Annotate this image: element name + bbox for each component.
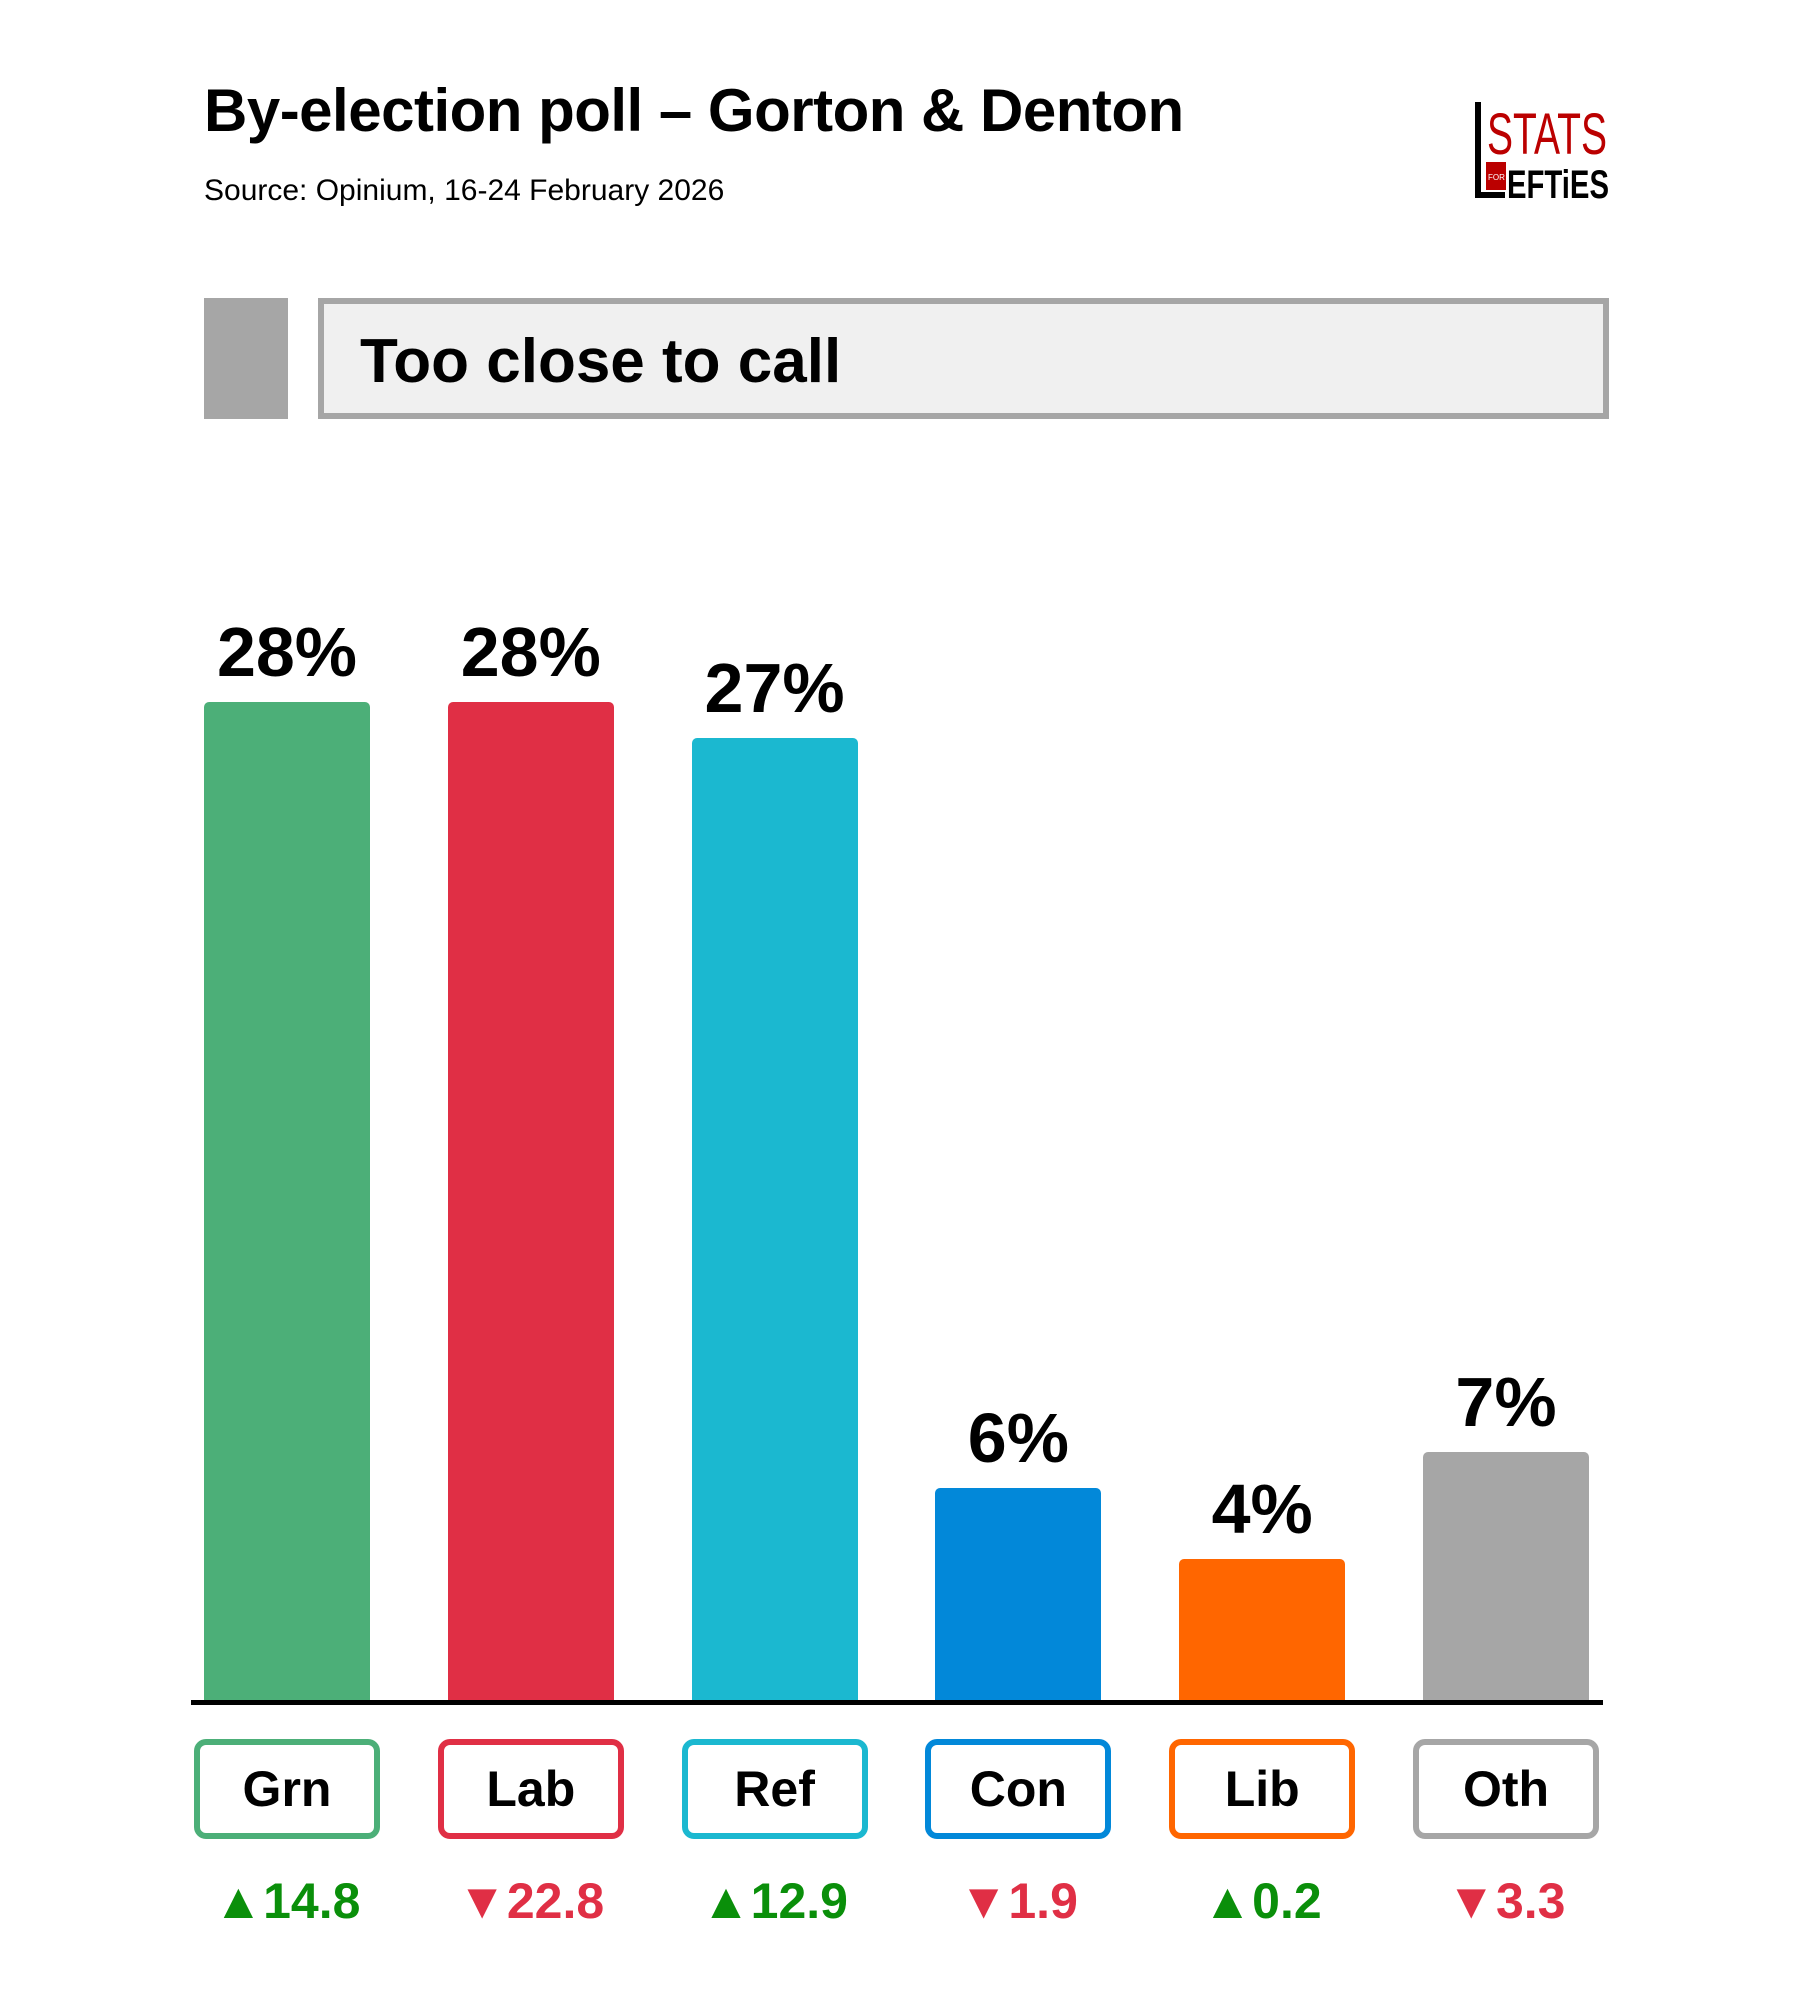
stats-for-lefties-logo: STATS FOR EFTiES — [1475, 102, 1609, 200]
chart-title: By-election poll – Gorton & Denton — [204, 77, 1184, 144]
change-label: ▲14.8 — [213, 1873, 361, 1929]
x-axis-line — [191, 1700, 1603, 1705]
bar-con — [935, 1487, 1102, 1702]
value-label: 28% — [460, 613, 601, 692]
svg-text:STATS: STATS — [1487, 102, 1607, 167]
party-label-grn: Grn — [194, 1739, 380, 1839]
value-label: 6% — [967, 1398, 1069, 1477]
value-label: 7% — [1455, 1363, 1557, 1442]
value-label: 27% — [704, 649, 845, 728]
svg-text:EFTiES: EFTiES — [1507, 163, 1609, 200]
value-label: 28% — [216, 613, 358, 692]
svg-text:FOR: FOR — [1488, 173, 1505, 182]
change-label: ▼1.9 — [958, 1873, 1078, 1929]
bar-lib — [1179, 1559, 1346, 1702]
bar-grn — [204, 702, 370, 1702]
verdict-text: Too close to call — [360, 327, 842, 396]
change-label: ▲0.2 — [1202, 1873, 1322, 1929]
party-label-oth: Oth — [1413, 1739, 1599, 1839]
change-label: ▲12.9 — [701, 1873, 848, 1929]
party-label-lab: Lab — [437, 1739, 624, 1839]
bar-lab — [447, 702, 614, 1702]
change-label: ▼22.8 — [457, 1873, 605, 1929]
verdict-banner: Too close to call — [318, 298, 1609, 419]
source-note: Source: Opinium, 16-24 February 2026 — [204, 174, 725, 207]
party-label-ref: Ref — [681, 1739, 868, 1839]
change-label: ▼3.3 — [1446, 1873, 1566, 1929]
bar-oth — [1423, 1452, 1589, 1702]
banner-color-swatch — [204, 298, 288, 419]
bar-ref — [691, 738, 858, 1702]
party-label-lib: Lib — [1169, 1739, 1356, 1839]
party-label-con: Con — [925, 1739, 1112, 1839]
value-label: 4% — [1211, 1470, 1313, 1549]
